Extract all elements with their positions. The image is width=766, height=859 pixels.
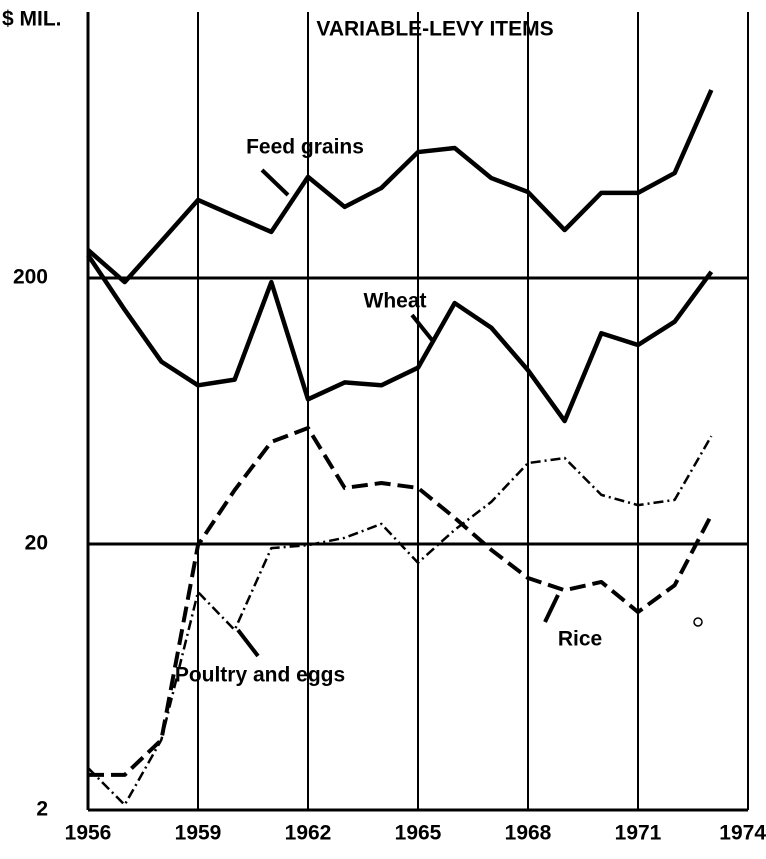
y-tick-label: 200 [13, 266, 48, 289]
y-tick-label: 20 [25, 532, 48, 555]
series-label: Poultry and eggs [175, 664, 345, 687]
x-tick-label: 1956 [65, 822, 112, 845]
series-line [86, 253, 714, 424]
series-label: Rice [558, 628, 602, 651]
series-line [86, 89, 714, 285]
y-axis-label: $ MIL. [2, 8, 62, 31]
chart-title: VARIABLE-LEVY ITEMS [316, 18, 553, 41]
series-line [87, 435, 713, 807]
series-label: Wheat [364, 290, 427, 313]
label-pointer [260, 168, 290, 197]
footnote-mark [693, 617, 703, 627]
y-tick-label: 2 [36, 798, 48, 821]
x-tick-label: 1974 [719, 822, 766, 845]
label-pointer [236, 628, 260, 658]
label-pointer [543, 594, 560, 623]
x-tick-label: 1968 [505, 822, 552, 845]
x-tick-label: 1959 [175, 822, 222, 845]
series-label: Feed grains [246, 136, 364, 159]
label-pointer [410, 313, 434, 342]
x-tick-label: 1965 [395, 822, 442, 845]
x-tick-label: 1962 [285, 822, 332, 845]
x-tick-label: 1971 [615, 822, 662, 845]
series-line [88, 425, 714, 777]
